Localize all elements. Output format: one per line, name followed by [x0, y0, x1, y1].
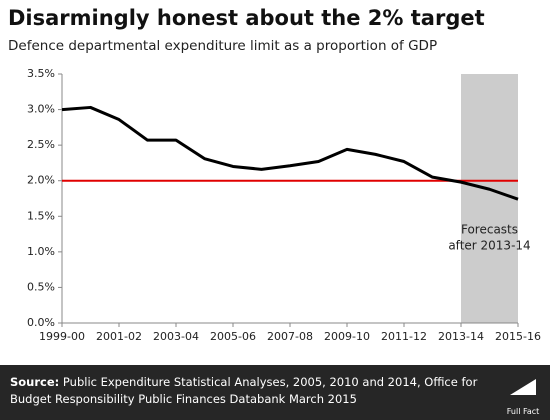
- x-tick-label: 2013-14: [438, 330, 484, 343]
- y-tick-label: 3.5%: [27, 67, 55, 80]
- logo-text: Full Fact: [506, 407, 540, 416]
- y-tick-label: 0.0%: [27, 316, 55, 329]
- x-tick-label: 2005-06: [210, 330, 256, 343]
- y-tick-label: 1.5%: [27, 209, 55, 222]
- x-tick-label: 2003-04: [153, 330, 199, 343]
- x-tick-label: 1999-00: [39, 330, 85, 343]
- chart-title: Disarmingly honest about the 2% target: [8, 6, 485, 30]
- source-text: Public Expenditure Statistical Analyses,…: [10, 375, 478, 406]
- footer: Source: Public Expenditure Statistical A…: [0, 365, 550, 420]
- y-tick-label: 0.5%: [27, 280, 55, 293]
- logo-icon: [510, 379, 536, 395]
- x-tick-label: 2011-12: [381, 330, 427, 343]
- y-tick-label: 1.0%: [27, 245, 55, 258]
- series-line: [61, 105, 519, 201]
- source-label: Source:: [10, 375, 60, 389]
- chart: Disarmingly honest about the 2% target D…: [8, 6, 541, 343]
- annotation: after 2013-14: [448, 239, 530, 253]
- x-tick-label: 2007-08: [267, 330, 313, 343]
- y-tick-label: 2.5%: [27, 138, 55, 151]
- y-tick-label: 2.0%: [27, 174, 55, 187]
- annotation: Forecasts: [461, 223, 518, 237]
- x-tick-label: 2015-16: [495, 330, 541, 343]
- x-tick-label: 2009-10: [324, 330, 370, 343]
- forecast-region: [461, 74, 518, 323]
- y-tick-label: 3.0%: [27, 103, 55, 116]
- logo: Full Fact: [506, 377, 540, 416]
- chart-subtitle: Defence departmental expenditure limit a…: [8, 38, 437, 54]
- x-tick-label: 2001-02: [96, 330, 142, 343]
